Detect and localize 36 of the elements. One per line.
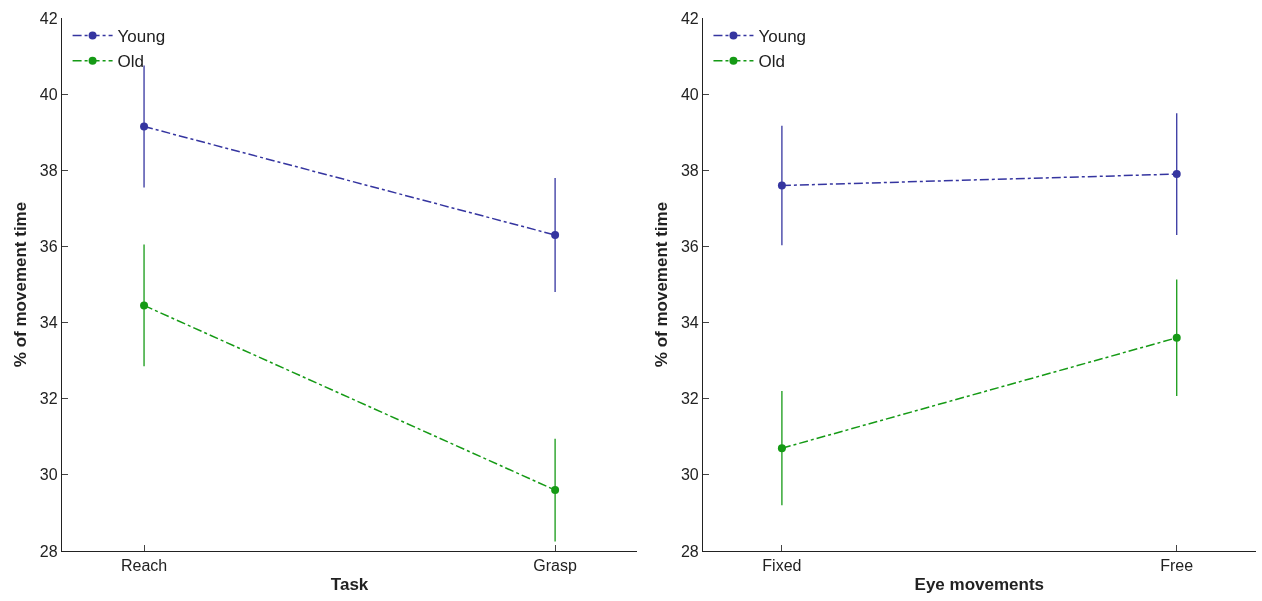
y-axis-title: % of movement time xyxy=(652,201,672,368)
point xyxy=(1172,333,1181,342)
y-tick-label: 32 xyxy=(680,390,699,408)
y-tick-label: 32 xyxy=(39,390,58,408)
legend-label: Young xyxy=(117,27,166,47)
legend-label: Old xyxy=(117,52,145,72)
y-tick-label: 28 xyxy=(39,542,58,560)
y-axis-title: % of movement time xyxy=(11,201,31,368)
y-tick-label: 30 xyxy=(680,466,699,484)
y-tick-label: 34 xyxy=(39,314,58,332)
y-tick-label: 42 xyxy=(680,9,699,27)
x-tick-label: Fixed xyxy=(762,557,802,575)
point xyxy=(551,486,560,495)
x-axis-title: Eye movements xyxy=(914,574,1045,594)
x-tick-label: Free xyxy=(1160,557,1194,575)
point xyxy=(140,122,149,131)
legend-label: Old xyxy=(758,52,785,72)
x-axis-title: Task xyxy=(330,574,369,594)
y-tick-label: 42 xyxy=(39,9,58,27)
point xyxy=(140,301,149,310)
point xyxy=(777,181,786,190)
x-tick-label: Grasp xyxy=(533,557,577,575)
point xyxy=(777,444,786,453)
y-tick-label: 36 xyxy=(39,238,58,256)
y-tick-label: 34 xyxy=(680,314,699,332)
x-tick-label: Reach xyxy=(120,557,168,575)
point xyxy=(1172,170,1181,179)
y-tick-label: 40 xyxy=(680,85,699,103)
point xyxy=(551,231,560,240)
y-tick-label: 36 xyxy=(680,238,699,256)
y-tick-label: 38 xyxy=(39,161,58,179)
y-tick-label: 28 xyxy=(680,542,699,560)
y-tick-label: 30 xyxy=(39,466,58,484)
y-tick-label: 38 xyxy=(680,161,699,179)
legend-label: Young xyxy=(758,27,807,47)
y-tick-label: 40 xyxy=(39,85,58,103)
